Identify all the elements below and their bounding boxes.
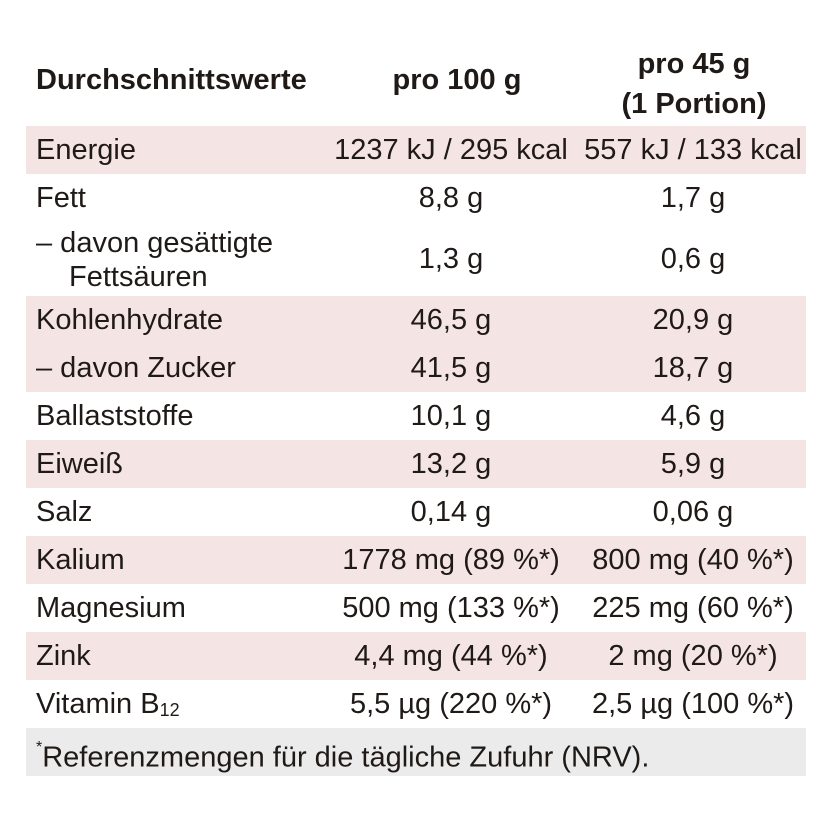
table-row-kohlenhydrate: Kohlenhydrate 46,5 g 20,9 g: [26, 296, 806, 344]
table-row-gesaettigte-fettsaeuren: – davon gesättigte Fettsäuren 1,3 g 0,6 …: [26, 222, 806, 296]
table-row-kalium: Kalium 1778 mg (89 %*) 800 mg (40 %*): [26, 536, 806, 584]
row-value-per-portion: 20,9 g: [652, 304, 734, 336]
row-value-per-100g: 1778 mg (89 %*): [342, 544, 560, 576]
row-value-per-portion: 225 mg (60 %*): [592, 592, 794, 624]
row-value-per-portion: 4,6 g: [660, 400, 726, 432]
row-value-per-portion: 5,9 g: [660, 448, 726, 480]
table-row-energie: Energie 1237 kJ / 295 kcal 557 kJ / 133 …: [26, 126, 806, 174]
header-label: Durchschnittswerte: [36, 64, 307, 96]
row-label-text: Vitamin B: [36, 688, 160, 720]
header-col-per-portion: pro 45 g (1 Portion): [582, 44, 806, 124]
row-value-per-portion: 557 kJ / 133 kcal: [584, 134, 802, 166]
table-row-zucker: – davon Zucker 41,5 g 18,7 g: [26, 344, 806, 392]
row-value-per-100g: 0,14 g: [410, 496, 492, 528]
table-row-magnesium: Magnesium 500 mg (133 %*) 225 mg (60 %*): [26, 584, 806, 632]
table-row-eiweiss: Eiweiß 13,2 g 5,9 g: [26, 440, 806, 488]
table-row-salz: Salz 0,14 g 0,06 g: [26, 488, 806, 536]
table-row-ballaststoffe: Ballaststoffe 10,1 g 4,6 g: [26, 392, 806, 440]
header-col-per-portion-line2: (1 Portion): [621, 88, 767, 120]
row-value-per-portion: 18,7 g: [652, 352, 734, 384]
table-row-fett: Fett 8,8 g 1,7 g: [26, 174, 806, 222]
row-label: – davon gesättigte Fettsäuren: [36, 226, 273, 294]
row-label: Magnesium: [36, 592, 186, 624]
row-value-per-100g: 10,1 g: [410, 400, 492, 432]
row-value-per-portion: 2,5 µg (100 %*): [591, 688, 795, 720]
row-label: Eiweiß: [36, 448, 124, 480]
row-value-per-100g: 13,2 g: [410, 448, 492, 480]
table-row-zink: Zink 4,4 mg (44 %*) 2 mg (20 %*): [26, 632, 806, 680]
row-label: – davon Zucker: [36, 352, 236, 384]
nutrition-table: Durchschnittswerte pro 100 g pro 45 g (1…: [26, 40, 806, 776]
row-label: Ballaststoffe: [36, 400, 194, 432]
footnote-text: Referenzmengen für die tägliche Zufuhr (…: [42, 741, 650, 774]
row-value-per-100g: 1237 kJ / 295 kcal: [334, 134, 568, 166]
row-value-per-portion: 0,06 g: [652, 496, 734, 528]
row-label: Salz: [36, 496, 93, 528]
row-label-line2: Fettsäuren: [69, 261, 208, 293]
row-label: Vitamin B12: [36, 680, 180, 731]
row-label: Energie: [36, 134, 136, 166]
row-value-per-100g: 8,8 g: [418, 182, 484, 214]
row-value-per-100g: 4,4 mg (44 %*): [354, 640, 548, 672]
row-value-per-100g: 5,5 µg (220 %*): [349, 688, 553, 720]
row-value-per-100g: 41,5 g: [410, 352, 492, 384]
row-value-per-portion: 800 mg (40 %*): [592, 544, 794, 576]
footnote-marker: *: [36, 739, 43, 756]
row-value-per-100g: 500 mg (133 %*): [342, 592, 560, 624]
row-label-line1: – davon gesättigte: [36, 227, 274, 259]
row-label-subscript: 12: [159, 700, 180, 720]
row-value-per-portion: 2 mg (20 %*): [608, 640, 778, 672]
row-value-per-portion: 1,7 g: [660, 182, 726, 214]
footnote: *Referenzmengen für die tägliche Zufuhr …: [26, 728, 806, 776]
row-value-per-100g: 46,5 g: [410, 304, 492, 336]
row-value-per-portion: 0,6 g: [660, 243, 726, 275]
row-label: Zink: [36, 640, 91, 672]
row-label: Fett: [36, 182, 86, 214]
header-col-per-100g: pro 100 g: [392, 64, 522, 96]
table-header: Durchschnittswerte pro 100 g pro 45 g (1…: [26, 40, 806, 126]
row-label: Kalium: [36, 544, 125, 576]
header-col-per-portion-line1: pro 45 g: [637, 48, 751, 80]
row-value-per-100g: 1,3 g: [418, 243, 484, 275]
table-row-vitamin-b12: Vitamin B12 5,5 µg (220 %*) 2,5 µg (100 …: [26, 680, 806, 728]
row-label: Kohlenhydrate: [36, 304, 224, 336]
